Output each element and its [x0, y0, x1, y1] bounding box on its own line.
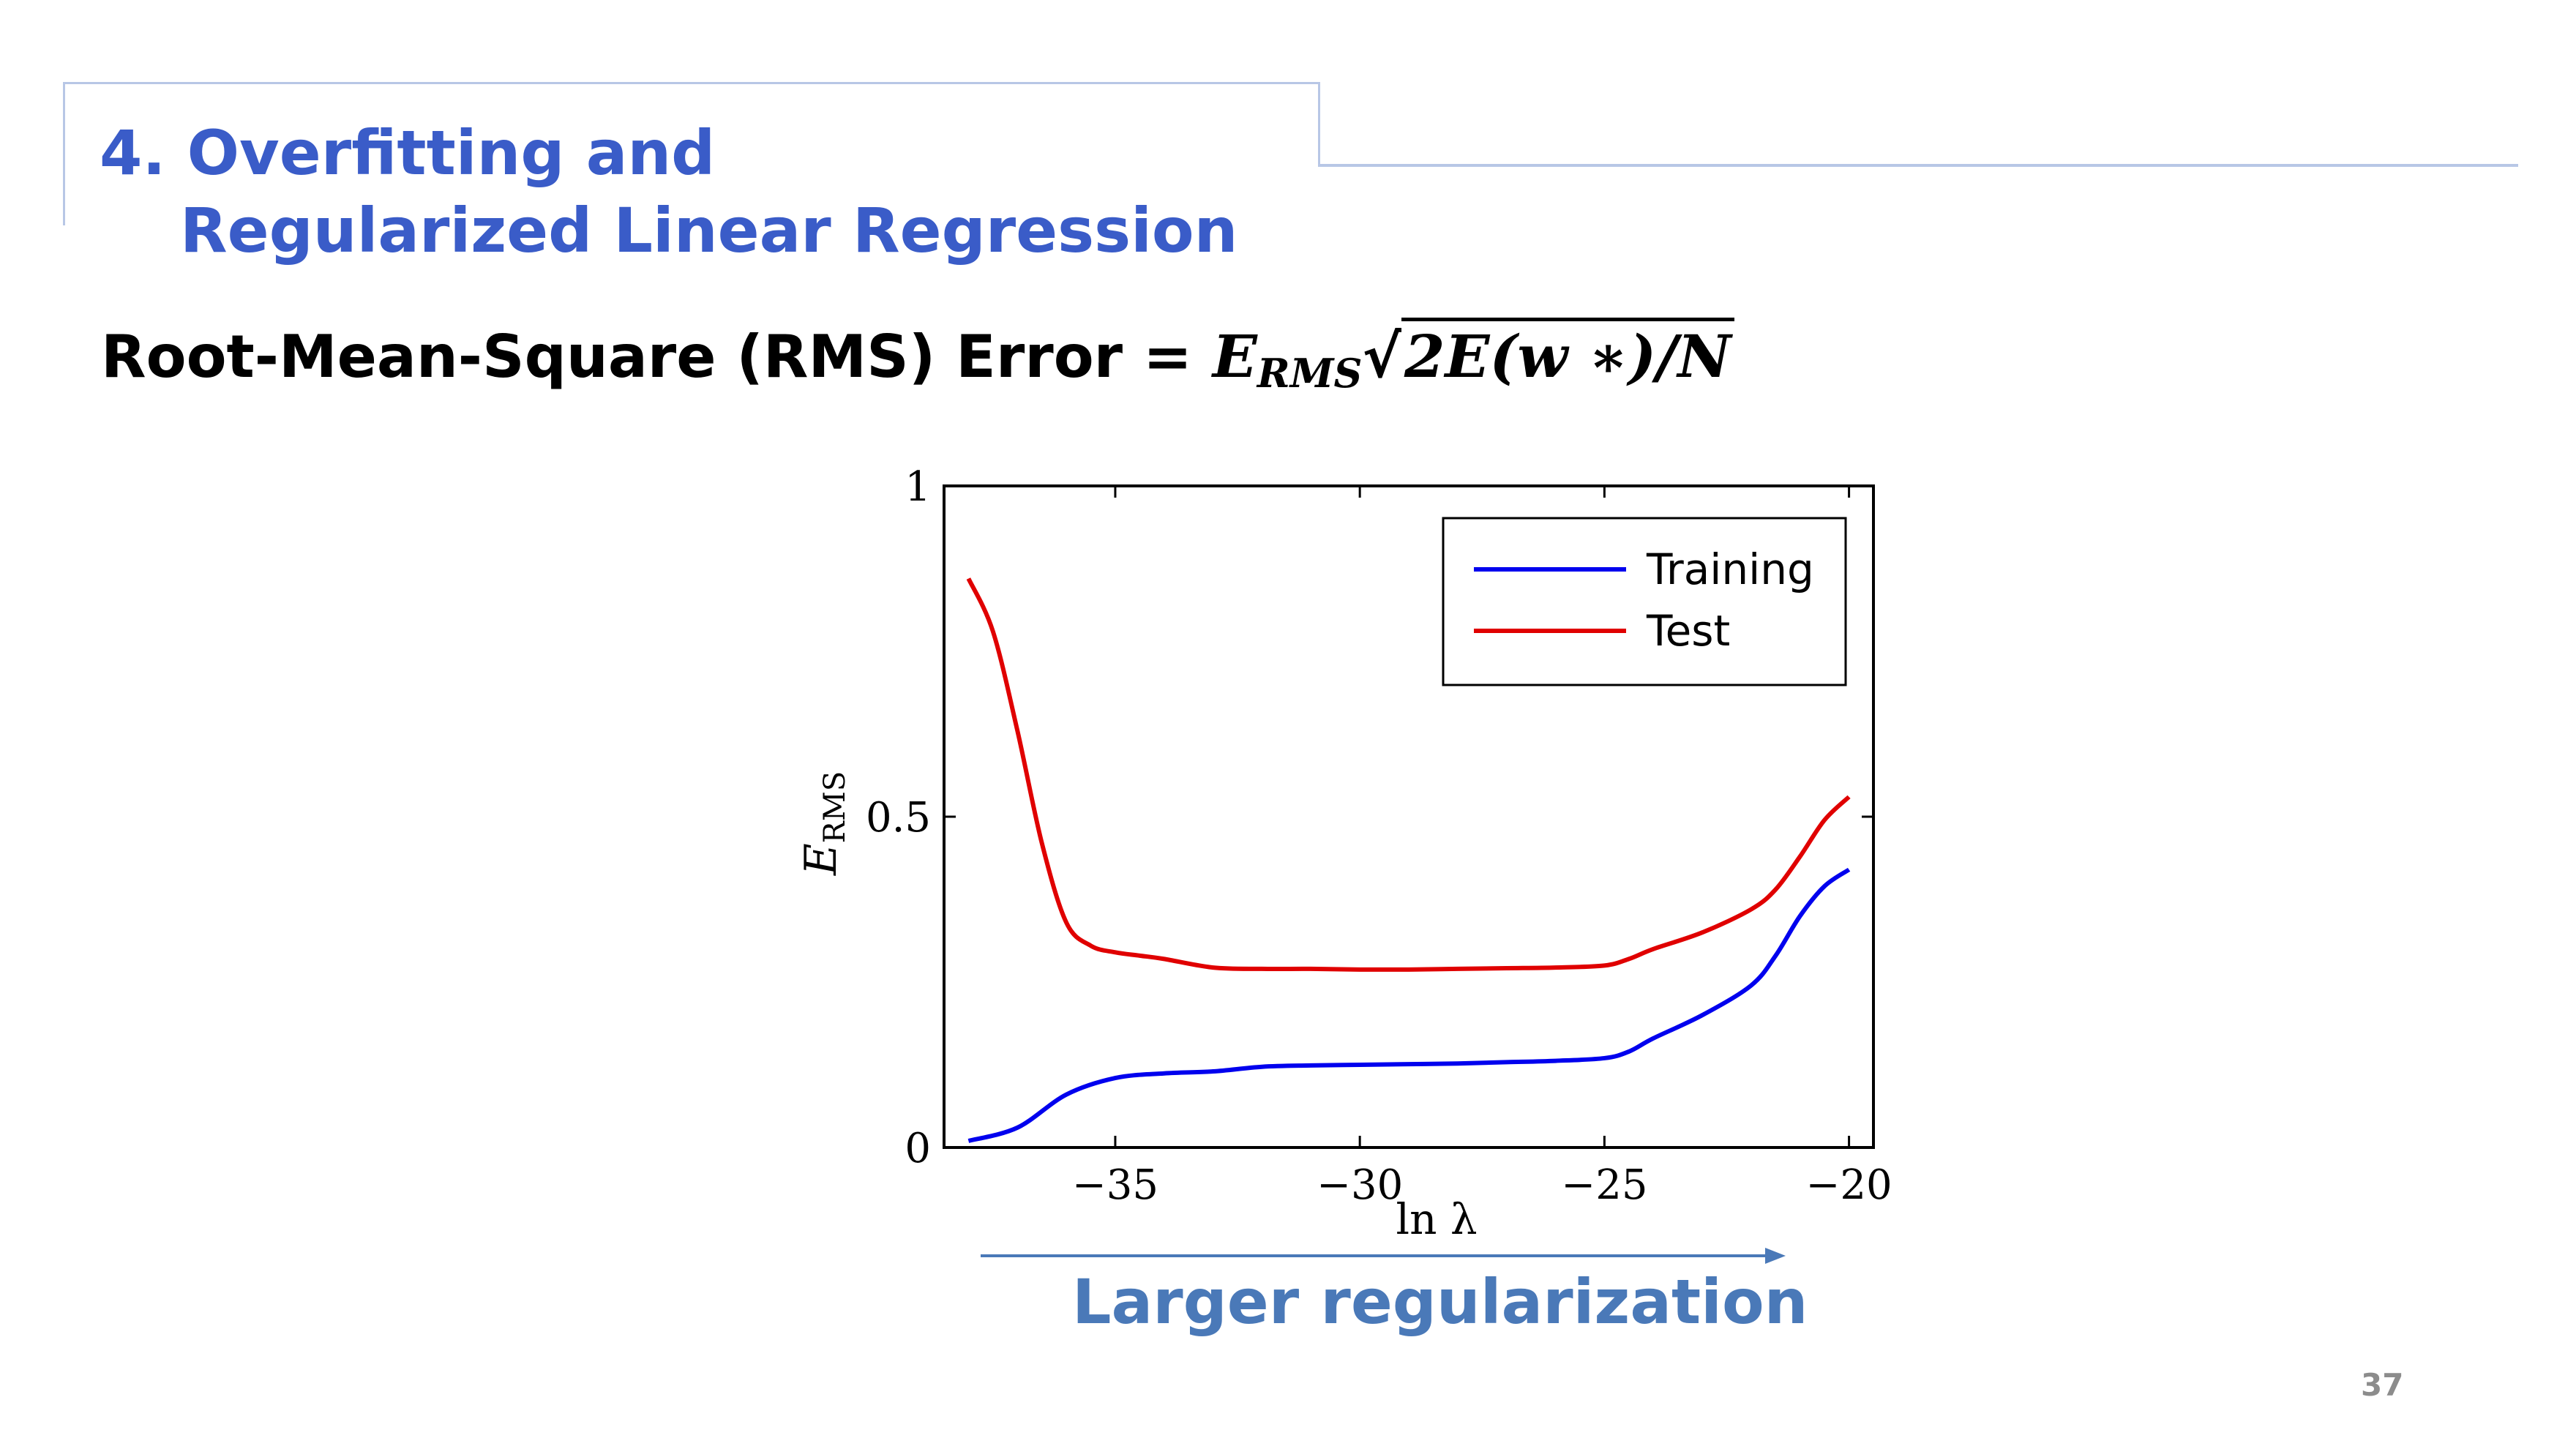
x-tick-label: −25	[1561, 1161, 1647, 1209]
legend-label-training: Training	[1646, 544, 1814, 594]
x-tick-label: −35	[1072, 1161, 1158, 1209]
title-frame-left	[63, 82, 65, 225]
legend-box	[1442, 517, 1847, 686]
legend-label-test: Test	[1646, 606, 1730, 656]
series-line-test	[966, 577, 1851, 972]
y-axis-label: ERMS	[795, 771, 852, 876]
regularization-arrow-head	[1765, 1248, 1786, 1264]
rms-formula: Root-Mean-Square (RMS) Error = ERMS√2E(w…	[101, 316, 1734, 413]
y-tick-label: 0	[905, 1125, 931, 1172]
rms-error-chart: −35 −30 −25 −20 0 0.5 1 ln λ ERMS Training Test	[795, 463, 1892, 1264]
formula-label: Root-Mean-Square (RMS) Error =	[101, 323, 1193, 391]
series-line-training	[967, 867, 1851, 1143]
x-axis-label: ln λ	[1396, 1194, 1478, 1244]
sqrt-sign: √	[1362, 323, 1401, 391]
title-frame-top	[63, 82, 1320, 84]
formula-lhs: ERMS	[1212, 322, 1363, 397]
formula-rhs: 2E(w ∗)/N	[1401, 318, 1734, 392]
y-tick-label: 1	[905, 463, 931, 511]
caption: Larger regularization	[1072, 1266, 1808, 1338]
slide-title: 4. Overfitting and Regularized Linear Re…	[100, 114, 1238, 269]
page-number: 37	[2361, 1367, 2404, 1403]
slide-title-line2: Regularized Linear Regression	[180, 195, 1238, 266]
y-axis-label-sub: RMS	[818, 771, 852, 843]
x-tick-label: −20	[1805, 1161, 1892, 1209]
title-frame-right	[1318, 164, 2518, 167]
x-tick-label: −30	[1317, 1161, 1403, 1209]
title-frame-step	[1318, 82, 1320, 167]
y-tick-label: 0.5	[866, 794, 931, 842]
slide-title-line1: 4. Overfitting and	[100, 117, 716, 189]
